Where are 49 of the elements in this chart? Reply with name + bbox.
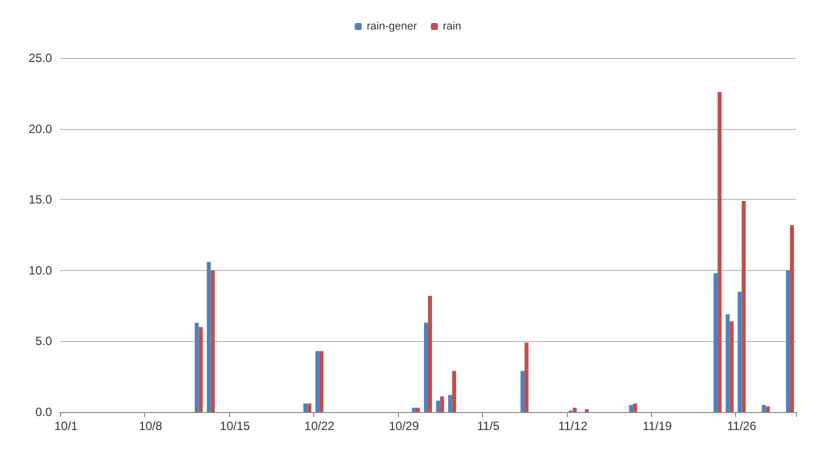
bar: [436, 400, 440, 412]
bar: [428, 296, 432, 412]
x-tick-label: 10/29: [388, 419, 420, 433]
x-tick-label: 11/26: [727, 419, 757, 433]
bar: [786, 270, 790, 412]
bar: [198, 327, 203, 412]
x-tick-label: 10/8: [138, 419, 162, 433]
y-tick-label: 10.0: [28, 263, 52, 278]
x-tick-label: 11/19: [642, 419, 672, 433]
bar: [742, 201, 746, 412]
bar: [194, 322, 199, 412]
bar: [303, 404, 308, 412]
legend-label: rain-gener: [366, 20, 418, 32]
bar: [714, 273, 718, 412]
bar: [572, 408, 577, 412]
y-tick-label: 5.0: [35, 334, 52, 348]
bar: [520, 370, 525, 412]
bar: [790, 225, 794, 412]
bar: [730, 321, 734, 412]
bar: [206, 262, 211, 412]
bar: [315, 351, 320, 412]
bar: [319, 351, 324, 412]
bar: [412, 408, 416, 412]
bar: [584, 409, 589, 412]
bar: [210, 270, 215, 412]
x-tick-label: 11/12: [558, 419, 588, 433]
bar: [448, 395, 452, 412]
bar: [307, 404, 312, 412]
bar: [633, 404, 638, 412]
bar: [424, 322, 428, 412]
bar: [766, 406, 770, 412]
y-tick-label: 0.0: [35, 405, 52, 419]
y-tick-label: 20.0: [28, 122, 52, 136]
bar: [629, 404, 634, 412]
y-tick-label: 15.0: [28, 192, 52, 207]
bar: [452, 370, 456, 412]
legend-label: rain: [442, 20, 462, 32]
x-tick-label: 10/22: [304, 419, 335, 433]
bar: [718, 92, 722, 412]
bar: [738, 292, 742, 412]
bar: [762, 404, 766, 412]
y-tick-label: 25.0: [28, 51, 52, 65]
x-tick-label: 10/15: [220, 419, 250, 433]
bar: [416, 408, 420, 412]
bar: [726, 314, 730, 412]
x-tick-label: 10/1: [54, 419, 78, 433]
bar: [524, 342, 529, 412]
bar: [440, 396, 444, 412]
x-tick-label: 11/5: [477, 419, 500, 433]
